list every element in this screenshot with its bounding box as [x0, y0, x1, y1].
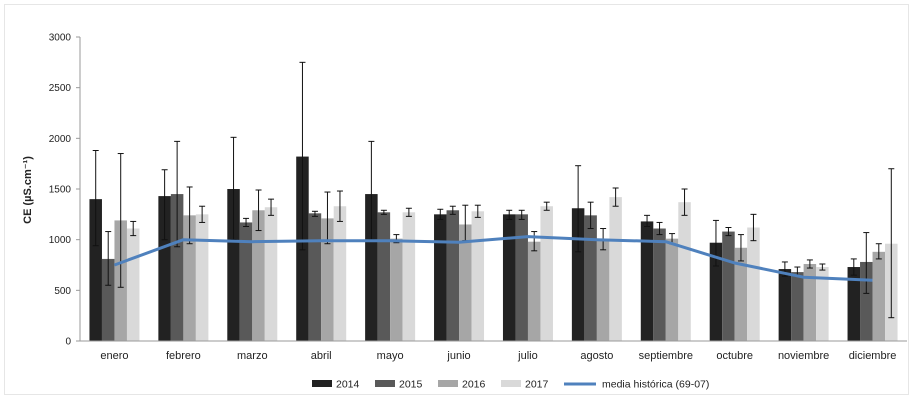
- bar-2015-diciembre: [860, 261, 873, 341]
- bar-2014-mayo: [365, 194, 378, 341]
- bar-2017-junio: [471, 211, 485, 341]
- bar-2015-mayo: [377, 212, 391, 341]
- y-tick-label: 3000: [49, 33, 72, 44]
- y-axis-label: CE (µS.cm⁻¹): [22, 156, 34, 224]
- bar-2015-junio: [446, 210, 460, 341]
- bar-2017-enero: [126, 228, 140, 341]
- bar-2017-septiembre: [678, 202, 691, 341]
- legend-swatch-2014: [312, 380, 332, 387]
- legend-label-2016: 2016: [462, 379, 486, 391]
- bar-2016-noviembre: [803, 263, 817, 341]
- y-tick-label: 2000: [49, 134, 72, 145]
- bar-2017-agosto: [609, 197, 622, 341]
- bar-2016-diciembre: [872, 251, 886, 341]
- bar-2014-noviembre: [778, 269, 792, 341]
- media-historica-line: [113, 235, 873, 282]
- y-tick-label: 1500: [49, 185, 72, 196]
- bar-2016-septiembre: [665, 238, 679, 341]
- bar-2017-noviembre: [816, 267, 829, 341]
- legend-label-media-historica: media histórica (69-07): [602, 379, 709, 391]
- legend: 2014 2015 2016 2017 media histórica (69-07): [312, 379, 709, 391]
- x-tick-label-noviembre: noviembre: [778, 350, 829, 362]
- bar-2015-noviembre: [791, 272, 804, 341]
- bar-2017-mayo: [402, 212, 416, 341]
- legend-swatch-2017: [501, 380, 521, 387]
- bar-2014-febrero: [158, 196, 171, 341]
- bar-2015-febrero: [170, 194, 184, 341]
- bar-2017-febrero: [195, 214, 209, 341]
- bar-2016-junio: [459, 224, 472, 341]
- legend-label-2017: 2017: [525, 379, 549, 391]
- x-tick-label-mayo: mayo: [377, 350, 404, 362]
- bar-2015-enero: [101, 258, 115, 341]
- bar-2015-julio: [515, 214, 528, 341]
- plot-area: 0 500 1000 1500 2000 2500 3000 enero febrero marz…: [49, 33, 907, 362]
- x-tick-label-abril: abril: [311, 350, 332, 362]
- bar-2015-marzo: [239, 222, 253, 341]
- bar-2015-abril: [308, 213, 322, 341]
- bar-2016-mayo: [390, 238, 403, 341]
- bar-2017-abril: [333, 206, 347, 341]
- y-tick-label: 2500: [49, 83, 72, 94]
- bar-2015-septiembre: [653, 228, 666, 341]
- bar-2016-octubre: [734, 247, 748, 341]
- bar-2014-marzo: [227, 189, 240, 341]
- legend-swatch-2016: [438, 380, 458, 387]
- bar-2015-agosto: [584, 215, 597, 341]
- bar-2014-junio: [434, 214, 447, 341]
- legend-swatch-2015: [375, 380, 395, 387]
- legend-label-2014: 2014: [336, 379, 360, 391]
- x-tick-label-agosto: agosto: [580, 350, 613, 362]
- bar-2014-octubre: [709, 242, 723, 341]
- bar-2017-marzo: [264, 207, 278, 341]
- bar-2014-julio: [502, 214, 516, 341]
- x-tick-label-enero: enero: [100, 350, 128, 362]
- x-tick-label-marzo: marzo: [237, 350, 268, 362]
- bar-2016-febrero: [183, 215, 196, 341]
- y-tick-label: 1000: [49, 235, 72, 246]
- bar-2016-julio: [527, 241, 541, 341]
- bar-2016-abril: [321, 218, 334, 341]
- x-tick-label-septiembre: septiembre: [639, 350, 693, 362]
- bar-2017-julio: [540, 206, 553, 341]
- x-tick-label-febrero: febrero: [166, 350, 201, 362]
- y-tick-label: 500: [54, 286, 71, 297]
- legend-label-2015: 2015: [399, 379, 423, 391]
- x-tick-label-octubre: octubre: [716, 350, 753, 362]
- x-tick-label-diciembre: diciembre: [849, 350, 897, 362]
- bar-2016-agosto: [596, 238, 610, 341]
- bar-2014-agosto: [571, 208, 585, 341]
- bar-2014-enero: [89, 199, 102, 341]
- x-tick-label-julio: julio: [517, 350, 538, 362]
- bar-2017-octubre: [747, 227, 760, 341]
- x-tick-label-junio: junio: [446, 350, 470, 362]
- bar-2014-diciembre: [847, 267, 861, 341]
- bar-2014-septiembre: [640, 221, 654, 341]
- bar-2015-octubre: [722, 231, 735, 341]
- y-tick-label: 0: [65, 337, 71, 348]
